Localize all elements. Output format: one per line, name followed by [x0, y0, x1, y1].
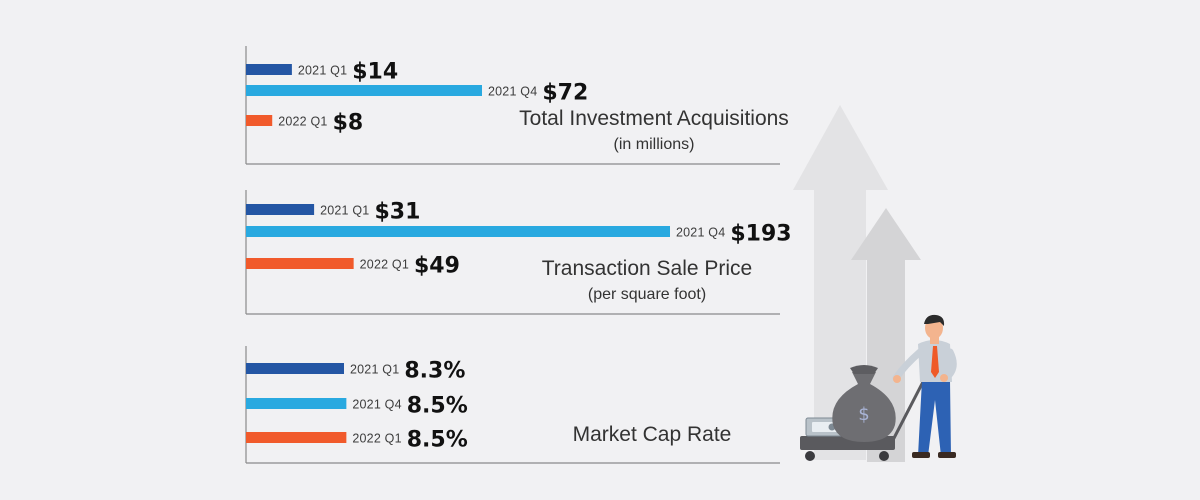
chart-market-cap-rate: 2021 Q1 8.3%2021 Q4 8.5% 2022 Q1 8.5% Market … — [245, 346, 780, 464]
chart-title: Transaction Sale Price — [542, 257, 752, 280]
money-bag-symbol: $ — [858, 404, 869, 425]
bar — [246, 432, 347, 443]
chart-transaction-sale-price: 2021 Q1 $31 2021 Q4 $193 2022 Q1 $49 Transacti… — [245, 190, 792, 315]
bar — [246, 115, 273, 126]
bar-value-label: 8.5% — [407, 394, 468, 419]
bar-period-label: 2021 Q4 — [352, 398, 401, 412]
bar-value-label: $193 — [730, 222, 791, 247]
bar-value-label: $14 — [352, 60, 398, 85]
bar — [246, 363, 344, 374]
bar — [246, 258, 354, 269]
bar-period-label: 2022 Q1 — [360, 258, 409, 272]
bar — [246, 204, 315, 215]
bar-period-label: 2021 Q1 — [320, 204, 369, 218]
bar-value-label: 8.5% — [407, 428, 468, 453]
chart-subtitle: (in millions) — [614, 136, 695, 153]
chart-investment-acquisitions: 2021 Q1 $14 2021 Q4 $72 2022 Q1 $8 Total Inves… — [245, 46, 789, 165]
bar — [246, 85, 482, 96]
bar-period-label: 2021 Q1 — [350, 363, 399, 377]
bar — [246, 64, 292, 75]
bar-period-label: 2022 Q1 — [278, 115, 327, 129]
bar-value-label: $49 — [414, 254, 460, 279]
businessman-icon — [892, 314, 957, 458]
bar-value-label: $8 — [333, 111, 364, 136]
bar-period-label: 2021 Q4 — [488, 85, 537, 99]
chart-title: Market Cap Rate — [573, 423, 732, 446]
bar-period-label: 2021 Q1 — [298, 64, 347, 78]
chart-subtitle: (per square foot) — [588, 286, 706, 303]
bar-value-label: $72 — [542, 81, 588, 106]
bar-value-label: 8.3% — [404, 359, 465, 384]
bar — [246, 398, 347, 409]
bar-period-label: 2022 Q1 — [352, 432, 401, 446]
chart-title: Total Investment Acquisitions — [519, 107, 789, 130]
bar-value-label: $31 — [374, 200, 420, 225]
bar-period-label: 2021 Q4 — [676, 226, 725, 240]
money-bag-icon: $ — [832, 365, 896, 442]
bar — [246, 226, 670, 237]
